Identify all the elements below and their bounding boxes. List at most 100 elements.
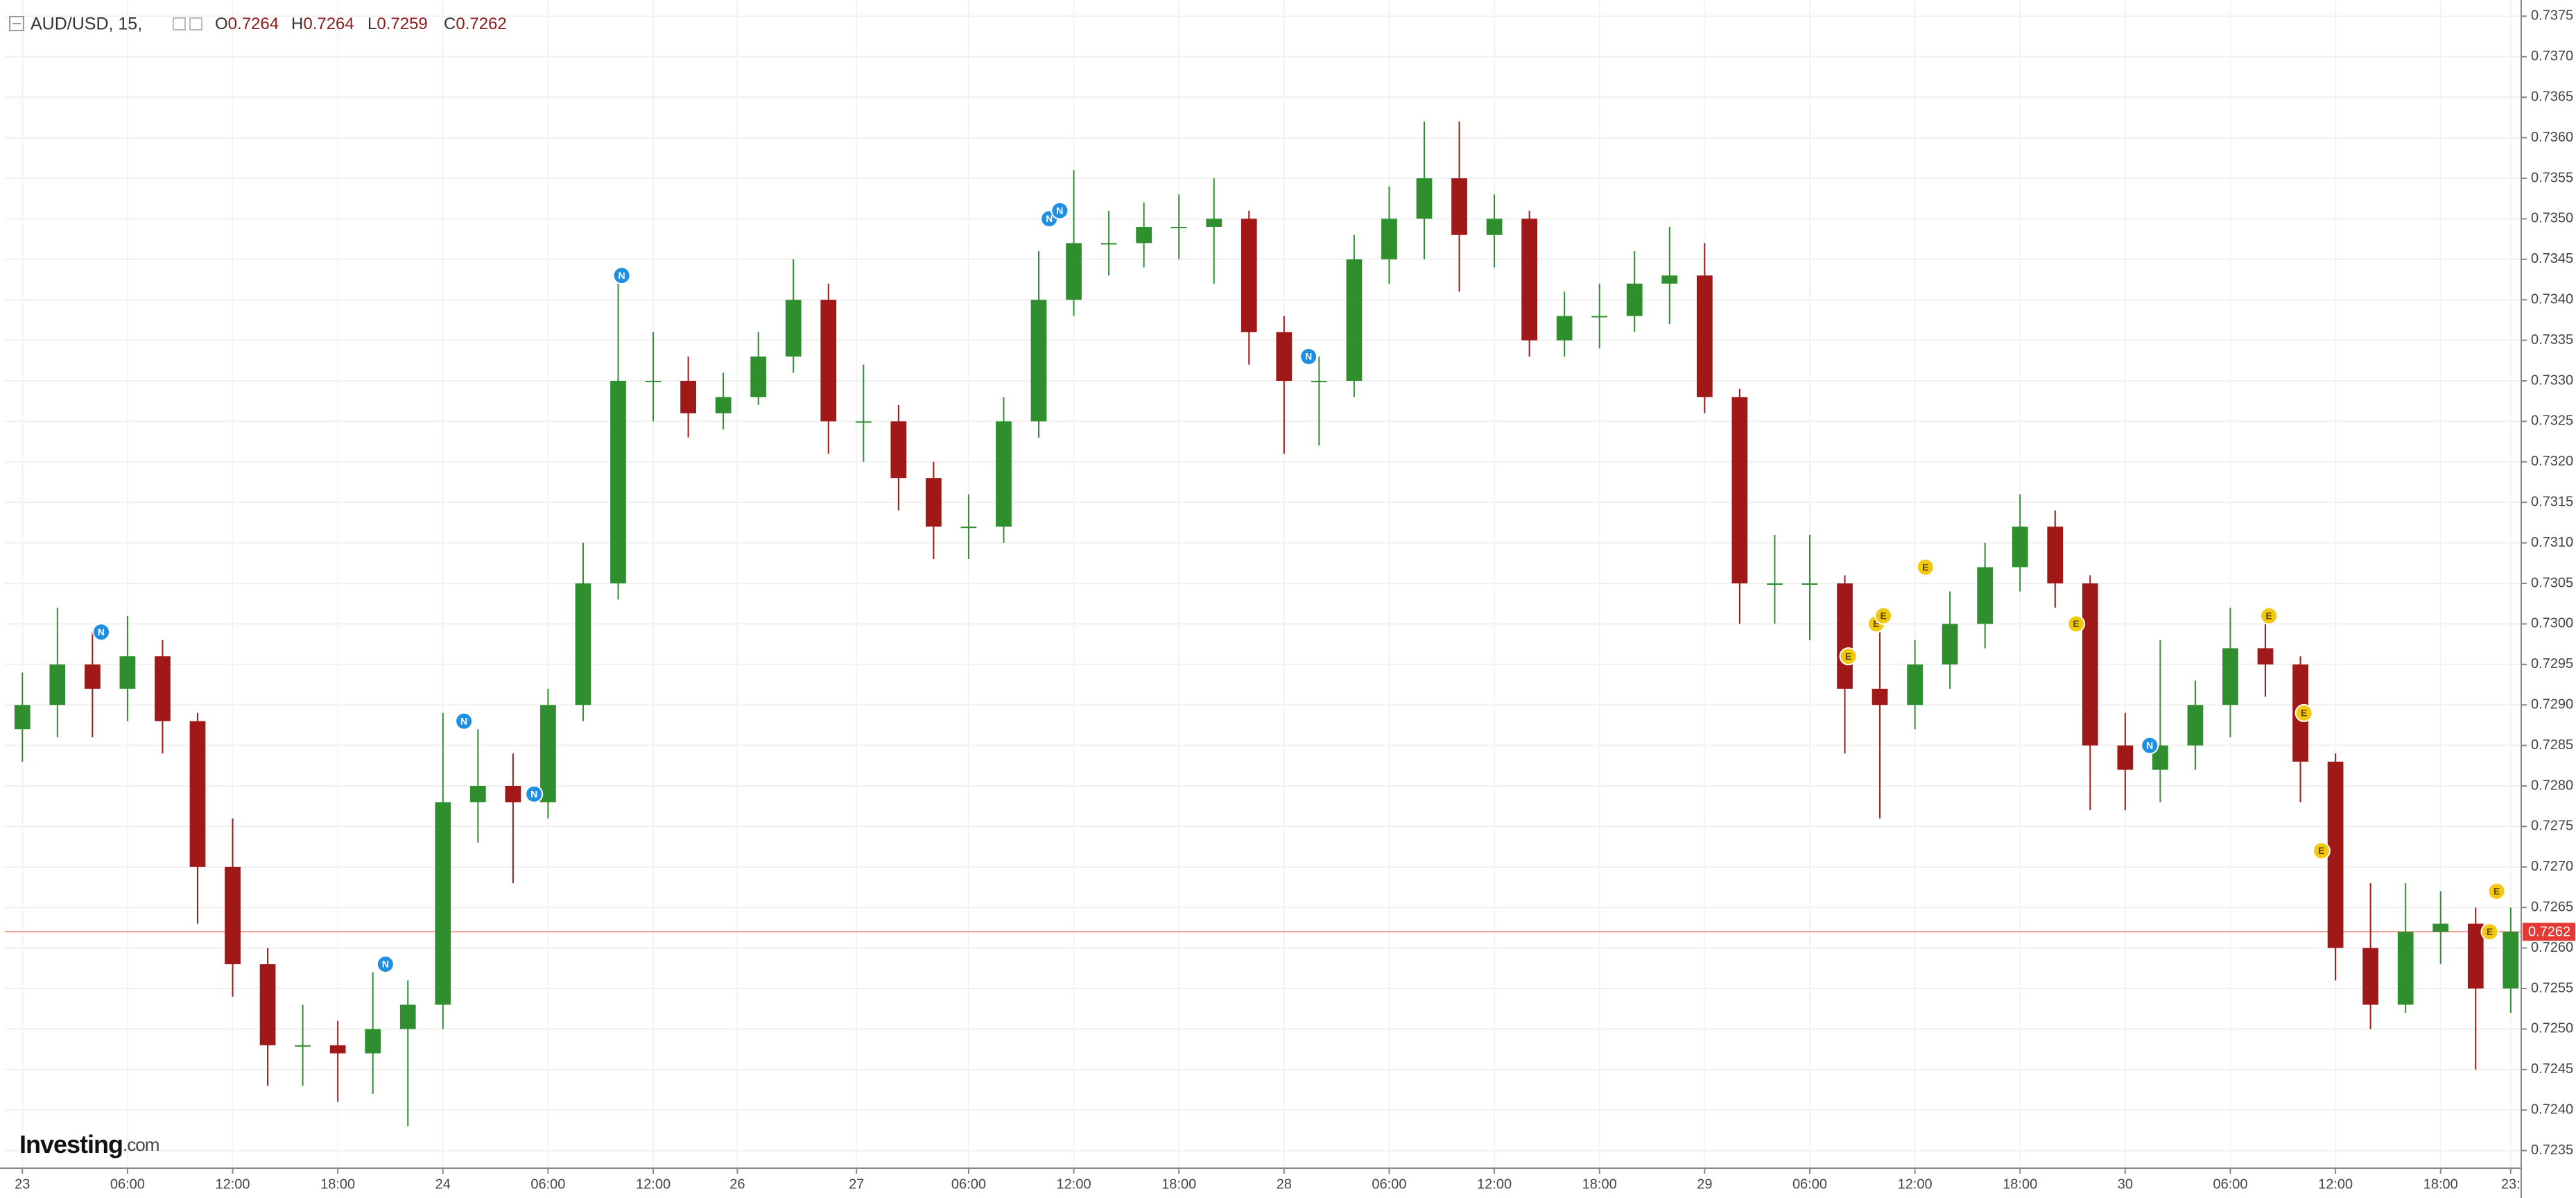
ohlc-legend-value: 0.7262 (456, 15, 506, 33)
candle-body (1206, 219, 1222, 228)
candle-body (540, 705, 556, 803)
y-tick-label: 0.7315 (2531, 494, 2573, 509)
candle-body (1241, 219, 1257, 332)
event-marker[interactable] (2141, 736, 2159, 755)
x-tick-label: 18:00 (2003, 1176, 2037, 1192)
candle-body (1942, 624, 1958, 665)
candle-body (2047, 527, 2064, 583)
y-tick-label: 0.7250 (2531, 1021, 2573, 1036)
y-tick-label: 0.7310 (2531, 535, 2573, 550)
event-marker[interactable] (455, 712, 474, 730)
y-tick-label: 0.7335 (2531, 332, 2573, 348)
ohlc-legend-item: H0.7264 (291, 15, 354, 33)
event-marker[interactable] (1839, 647, 1858, 666)
candle-body (1696, 275, 1713, 397)
event-marker[interactable] (1051, 201, 1069, 220)
event-marker[interactable] (1916, 558, 1935, 576)
candle-body (1311, 380, 1327, 382)
x-tick-label: 06:00 (110, 1176, 145, 1192)
ohlc-legend-value: 0.7259 (377, 15, 427, 33)
chart-title: AUD/USD, 15, (31, 15, 142, 34)
grid-layer (5, 0, 2521, 1167)
event-label: N (460, 715, 467, 726)
ohlc-legend-key: O (215, 15, 228, 33)
candle-body (1346, 259, 1363, 381)
candle-body (1661, 275, 1678, 284)
candle-body (610, 380, 626, 583)
candle-body (399, 1004, 416, 1029)
event-marker[interactable] (1874, 606, 1893, 625)
x-tick-label: 18:00 (1582, 1176, 1617, 1192)
candle-body (329, 1045, 346, 1054)
event-label: E (2073, 618, 2079, 629)
candle-body (575, 583, 591, 705)
candle-body (469, 786, 486, 803)
y-tick-label: 0.7365 (2531, 89, 2573, 104)
y-tick-label: 0.7265 (2531, 900, 2573, 915)
x-tick-label: 23: (2501, 1176, 2521, 1192)
event-marker[interactable] (92, 623, 110, 642)
event-label: E (1880, 610, 1886, 621)
y-tick-label: 0.7300 (2531, 616, 2573, 631)
y-tick-label: 0.7255 (2531, 980, 2573, 995)
candle-body (1556, 316, 1573, 341)
ohlc-legend-key: C (444, 15, 456, 33)
candle-body (1521, 219, 1538, 341)
y-tick-label: 0.7325 (2531, 413, 2573, 429)
ohlc-legend-item: L0.7259 (368, 15, 428, 33)
candle-body (119, 656, 136, 689)
candle-body (926, 478, 942, 527)
x-tick-label: 18:00 (2423, 1176, 2458, 1192)
y-tick-label: 0.7245 (2531, 1061, 2573, 1077)
candle-body (2502, 932, 2519, 989)
y-tick-label: 0.7235 (2531, 1143, 2573, 1158)
candle-body (1451, 178, 1467, 235)
collapse-icon[interactable] (9, 16, 24, 31)
event-label: E (1845, 651, 1851, 662)
candle-body (259, 964, 276, 1045)
candle-body (225, 866, 241, 964)
y-tick-label: 0.7345 (2531, 251, 2573, 266)
event-marker[interactable] (2294, 703, 2313, 722)
candle-body (1731, 397, 1748, 583)
candle-body (505, 786, 521, 803)
candle-body (1416, 178, 1433, 219)
candle-body (2222, 648, 2238, 705)
candle-body (2397, 932, 2414, 1005)
hide-icon[interactable] (189, 17, 202, 31)
ohlc-legend-item: O0.7264 (215, 15, 279, 33)
candle-body (785, 300, 802, 357)
ohlc-legend-value: 0.7264 (303, 15, 354, 33)
candle-body (435, 802, 451, 1005)
candle-body (1170, 227, 1187, 229)
event-marker[interactable] (2480, 923, 2499, 941)
watermark-domain: .com (123, 1134, 159, 1155)
watermark: Investing.com (19, 1130, 159, 1158)
y-tick-label: 0.7330 (2531, 373, 2573, 388)
event-marker[interactable] (2487, 882, 2506, 900)
event-marker[interactable] (2312, 841, 2331, 860)
settings-icon[interactable] (173, 17, 186, 31)
event-label: E (1922, 561, 1928, 572)
ohlc-legend-key: L (368, 15, 377, 33)
candle-body (49, 664, 66, 705)
x-tick-label: 23 (15, 1176, 30, 1192)
event-marker[interactable] (525, 785, 544, 803)
candle-body (1100, 243, 1117, 245)
candle-body (750, 356, 767, 397)
candle-body (1381, 219, 1397, 259)
candle-body (1801, 583, 1818, 585)
candle-body (14, 705, 31, 730)
event-marker[interactable] (376, 955, 395, 973)
event-marker[interactable] (2067, 615, 2086, 633)
last-price-badge (2523, 923, 2575, 941)
x-tick-label: 28 (1277, 1176, 1292, 1192)
candle-body (1276, 332, 1293, 381)
event-marker[interactable] (612, 266, 631, 285)
x-tick-label: 18:00 (1161, 1176, 1196, 1192)
event-marker[interactable] (1299, 347, 1318, 366)
event-marker[interactable] (2260, 606, 2279, 625)
